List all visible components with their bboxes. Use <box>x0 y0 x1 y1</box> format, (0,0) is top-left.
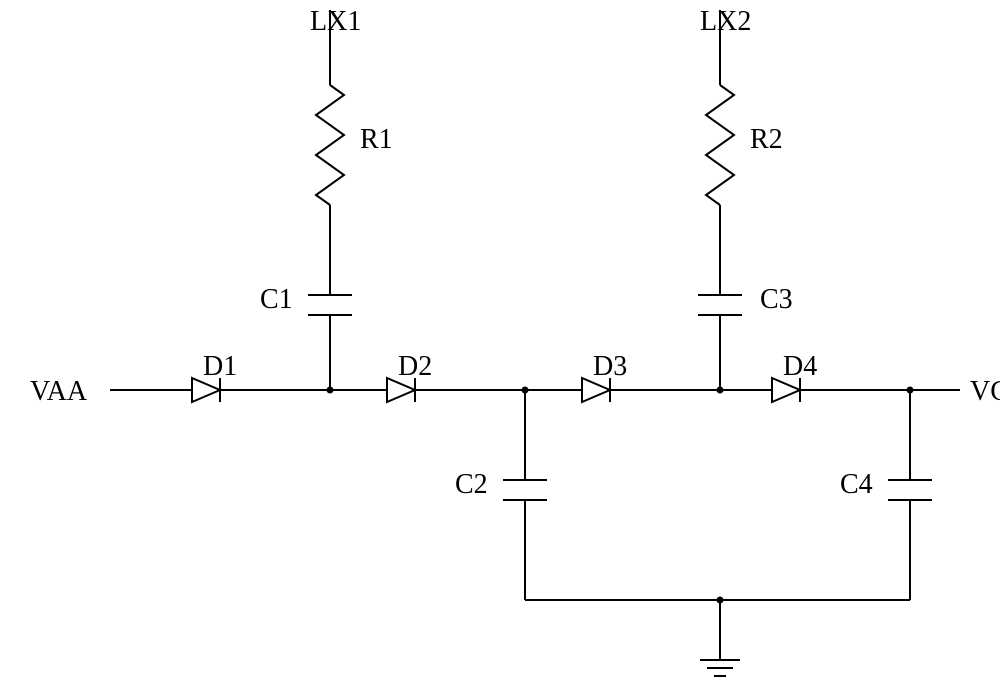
label-d2: D2 <box>398 351 432 382</box>
label-c4: C4 <box>840 469 873 500</box>
label-vgh: VGH <box>970 376 1000 407</box>
label-d1: D1 <box>203 351 237 382</box>
label-c1: C1 <box>260 284 293 315</box>
circuit-schematic: VAA VGH LX1 LX2 R1 R2 C1 C3 C2 C4 D1 D2 D3 D4 <box>0 0 1000 686</box>
resistor-r1 <box>316 85 344 205</box>
label-lx1: LX1 <box>310 6 361 37</box>
label-lx2: LX2 <box>700 6 751 37</box>
label-c3: C3 <box>760 284 793 315</box>
label-vaa: VAA <box>30 376 88 407</box>
resistor-r2 <box>706 85 734 205</box>
label-r2: R2 <box>750 124 783 155</box>
label-r1: R1 <box>360 124 393 155</box>
label-d4: D4 <box>783 351 817 382</box>
label-c2: C2 <box>455 469 488 500</box>
junction-dot <box>717 597 724 604</box>
label-d3: D3 <box>593 351 627 382</box>
